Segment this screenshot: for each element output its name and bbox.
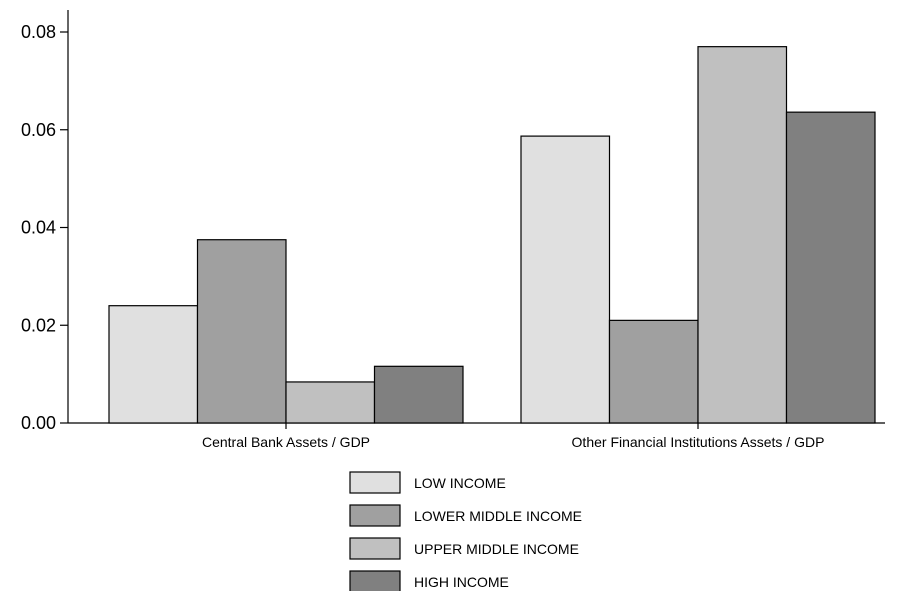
x-tick-label: Other Financial Institutions Assets / GD… bbox=[572, 434, 825, 450]
legend-swatch bbox=[350, 505, 400, 526]
legend-label: HIGH INCOME bbox=[414, 574, 509, 590]
y-tick-label: 0.06 bbox=[21, 120, 56, 140]
bar bbox=[198, 240, 287, 423]
legend-label: LOWER MIDDLE INCOME bbox=[414, 508, 582, 524]
category-labels: Central Bank Assets / GDP Other Financial… bbox=[202, 423, 824, 450]
y-tick-label: 0.02 bbox=[21, 315, 56, 335]
legend-label: UPPER MIDDLE INCOME bbox=[414, 541, 579, 557]
legend-label: LOW INCOME bbox=[414, 475, 506, 491]
bar bbox=[610, 320, 699, 423]
bar bbox=[286, 382, 375, 423]
bar bbox=[787, 112, 876, 423]
y-tick-label: 0.08 bbox=[21, 22, 56, 42]
bars bbox=[109, 47, 875, 423]
bar bbox=[375, 366, 464, 423]
bar bbox=[109, 306, 198, 423]
y-tick-label: 0.00 bbox=[21, 413, 56, 433]
x-tick-label: Central Bank Assets / GDP bbox=[202, 434, 370, 450]
y-tick-label: 0.04 bbox=[21, 218, 56, 238]
legend: LOW INCOME LOWER MIDDLE INCOME UPPER MIDDL… bbox=[350, 472, 582, 591]
legend-swatch bbox=[350, 472, 400, 493]
legend-swatch bbox=[350, 571, 400, 591]
bar bbox=[698, 47, 787, 423]
legend-swatch bbox=[350, 538, 400, 559]
bar bbox=[521, 136, 610, 423]
